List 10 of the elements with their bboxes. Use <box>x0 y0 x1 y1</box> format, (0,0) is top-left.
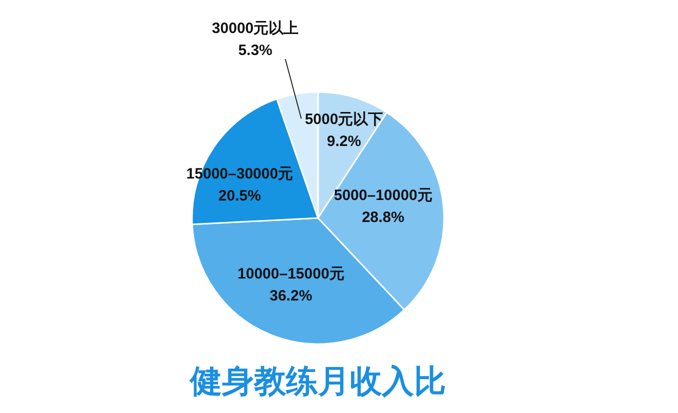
slice-label: 5000–10000元 <box>334 186 432 204</box>
data-label: 20.5% <box>218 187 261 204</box>
data-label: 9.2% <box>326 132 362 150</box>
data-label: 5.3% <box>238 42 272 59</box>
data-label: 36.2% <box>270 288 312 305</box>
data-label: 28.8% <box>362 208 404 226</box>
slice-label: 5000元以下 <box>304 110 384 128</box>
slice-label: 30000元以上 <box>212 20 299 37</box>
slice-label: 10000–15000元 <box>238 266 344 283</box>
text: 健身教练月收入比 <box>189 363 446 399</box>
